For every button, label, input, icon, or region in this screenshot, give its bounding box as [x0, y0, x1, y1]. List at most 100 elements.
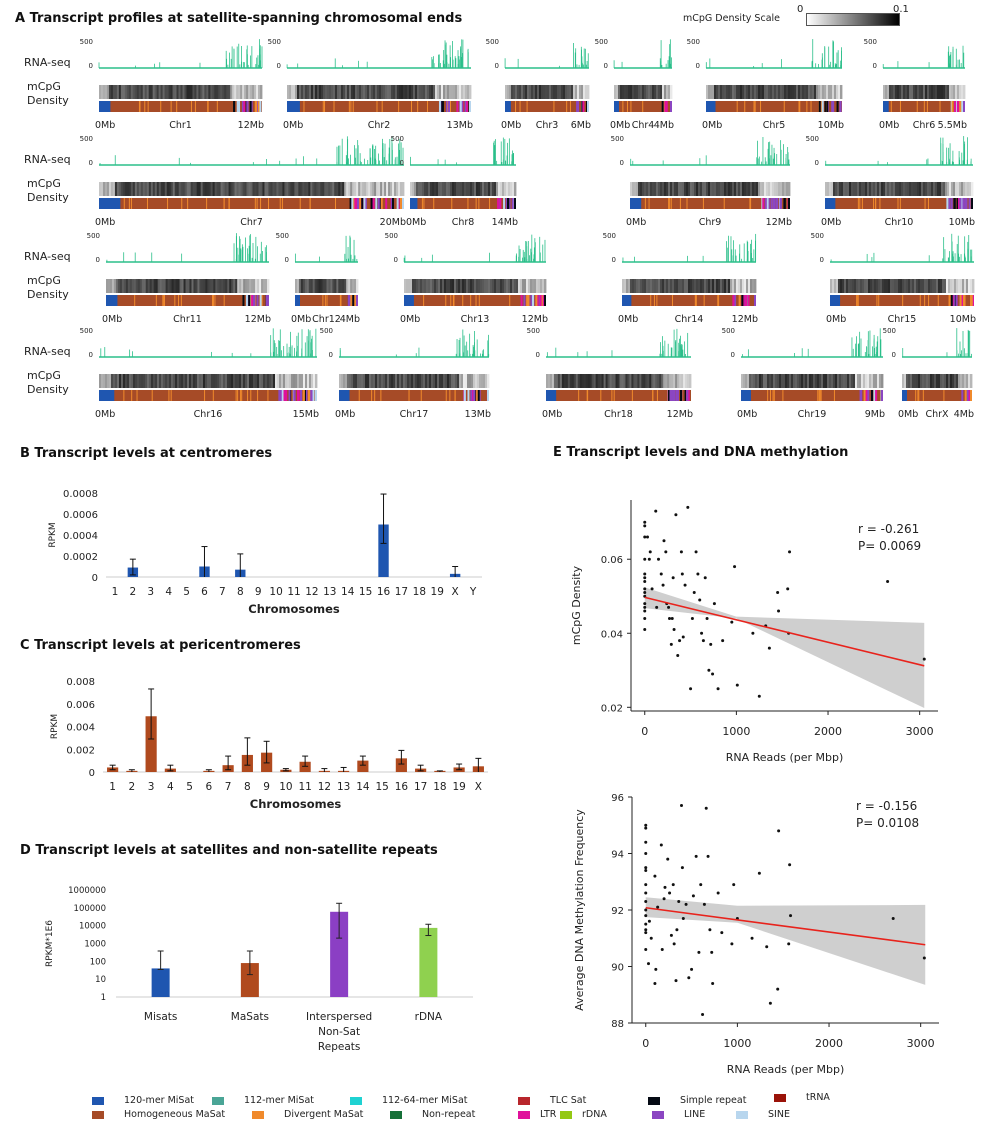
mcpg-density-cell	[276, 182, 279, 196]
chromosome-start-label: 0Mb	[400, 314, 420, 325]
mcpg-density-cell	[636, 279, 639, 293]
mcpg-density-cell	[164, 85, 167, 99]
repeat-annotation-divergent	[856, 295, 858, 306]
mcpg-density-cell	[907, 182, 910, 196]
chromosome-end-label: 12Mb	[245, 314, 271, 325]
mcpg-density-cell	[667, 374, 670, 388]
mcpg-density-cell	[616, 85, 619, 99]
data-point	[687, 976, 691, 980]
data-point	[643, 579, 647, 583]
mcpg-density-cell	[741, 374, 744, 388]
mcpg-density-cell	[356, 182, 359, 196]
mcpg-density-cell	[959, 85, 962, 99]
legend-label: tRNA	[806, 1092, 830, 1103]
mcpg-density-cell	[509, 85, 512, 99]
mcpg-density-cell	[934, 374, 937, 388]
mcpg-density-cell	[184, 182, 188, 196]
mcpg-density-cell	[201, 279, 204, 293]
data-point	[653, 874, 657, 878]
mcpg-density-cell	[965, 182, 968, 196]
mcpg-density-cell	[102, 85, 106, 99]
mcpg-density-cell	[742, 279, 745, 293]
mcpg-density-cell	[397, 85, 400, 99]
mcpg-density-cell	[245, 374, 248, 388]
confidence-band	[644, 587, 925, 709]
mcpg-density-cell	[449, 374, 452, 388]
mcpg-density-cell	[644, 182, 647, 196]
repeat-annotation-misat	[902, 390, 907, 401]
mcpg-density-cell	[415, 85, 418, 99]
repeat-annotation-divergent	[211, 295, 213, 306]
mcpg-density-cell	[525, 85, 528, 99]
mcpg-density-cell	[811, 374, 814, 388]
mcpg-density-cell	[364, 182, 367, 196]
mcpg-density-cell	[145, 279, 149, 293]
mcpg-density-cell	[141, 374, 144, 388]
mcpg-density-cell	[689, 374, 692, 388]
chromosome-end-label: 20Mb	[380, 217, 406, 228]
mcpg-density-cell	[194, 182, 198, 196]
repeat-annotation-tail	[307, 390, 310, 401]
chromosome-end-label: 13Mb	[465, 409, 491, 420]
mcpg-density-cell	[726, 85, 729, 99]
mcpg-density-cell	[841, 182, 844, 196]
data-point	[680, 866, 684, 870]
mcpg-density-cell	[945, 85, 948, 99]
mcpg-density-cell	[943, 182, 946, 196]
mcpg-density-cell	[748, 279, 751, 293]
mcpg-density-cell	[644, 279, 647, 293]
repeat-annotation-tail	[950, 198, 953, 209]
repeat-annotation-masat	[902, 390, 972, 401]
mcpg-density-cell	[660, 279, 663, 293]
mcpg-density-cell	[339, 374, 342, 388]
mcpg-density-cell	[809, 374, 812, 388]
repeat-annotation-tail	[946, 198, 949, 209]
mcpg-density-cell	[813, 374, 816, 388]
mcpg-density-cell	[916, 279, 919, 293]
mcpg-density-cell	[531, 85, 534, 99]
mcpg-density-cell	[770, 85, 773, 99]
mcpg-density-cell	[484, 279, 487, 293]
repeat-annotation-divergent	[818, 390, 820, 401]
rna-axis-tick-0: 0	[536, 351, 540, 359]
repeat-annotation-tail	[507, 198, 510, 209]
data-point	[661, 583, 665, 587]
repeat-annotation-tail	[741, 295, 744, 306]
repeat-annotation-tail	[963, 101, 965, 112]
mcpg-label-line1: mCpG	[27, 177, 61, 190]
mcpg-density-cell	[480, 279, 483, 293]
mcpg-density-cell	[238, 85, 241, 99]
mcpg-density-cell	[350, 279, 353, 293]
x-tick-label: 14	[356, 781, 370, 793]
rna-axis-tick-500: 500	[268, 38, 281, 46]
mcpg-density-cell	[182, 85, 185, 99]
mcpg-density-cell	[310, 182, 313, 196]
mcpg-density-cell	[116, 182, 120, 196]
mcpg-density-cell	[138, 182, 142, 196]
mcpg-density-cell	[138, 85, 142, 99]
mcpg-density-cell	[920, 279, 923, 293]
mcpg-density-cell	[132, 182, 136, 196]
mcpg-density-cell	[249, 374, 252, 388]
mcpg-density-cell	[206, 182, 210, 196]
mcpg-density-cell	[108, 182, 112, 196]
mcpg-density-cell	[450, 279, 453, 293]
mcpg-density-cell	[366, 182, 369, 196]
mcpg-density-cell	[341, 374, 344, 388]
mcpg-density-cell	[424, 279, 427, 293]
mcpg-density-cell	[730, 85, 733, 99]
mcpg-density-cell	[302, 279, 306, 293]
mcpg-density-cell	[202, 182, 206, 196]
x-tick-label: 19	[452, 781, 465, 793]
mcpg-density-cell	[104, 182, 108, 196]
repeat-annotation-divergent	[376, 101, 378, 112]
x-tick-label: 9	[255, 586, 262, 598]
mcpg-density-cell	[692, 279, 695, 293]
mcpg-density-cell	[162, 182, 166, 196]
mcpg-density-cell	[443, 85, 446, 99]
mcpg-density-cell	[170, 182, 174, 196]
mcpg-density-cell	[415, 374, 418, 388]
repeat-annotation-divergent	[254, 198, 256, 209]
y-tick-label: 94	[611, 850, 624, 861]
mcpg-density-cell	[351, 85, 354, 99]
